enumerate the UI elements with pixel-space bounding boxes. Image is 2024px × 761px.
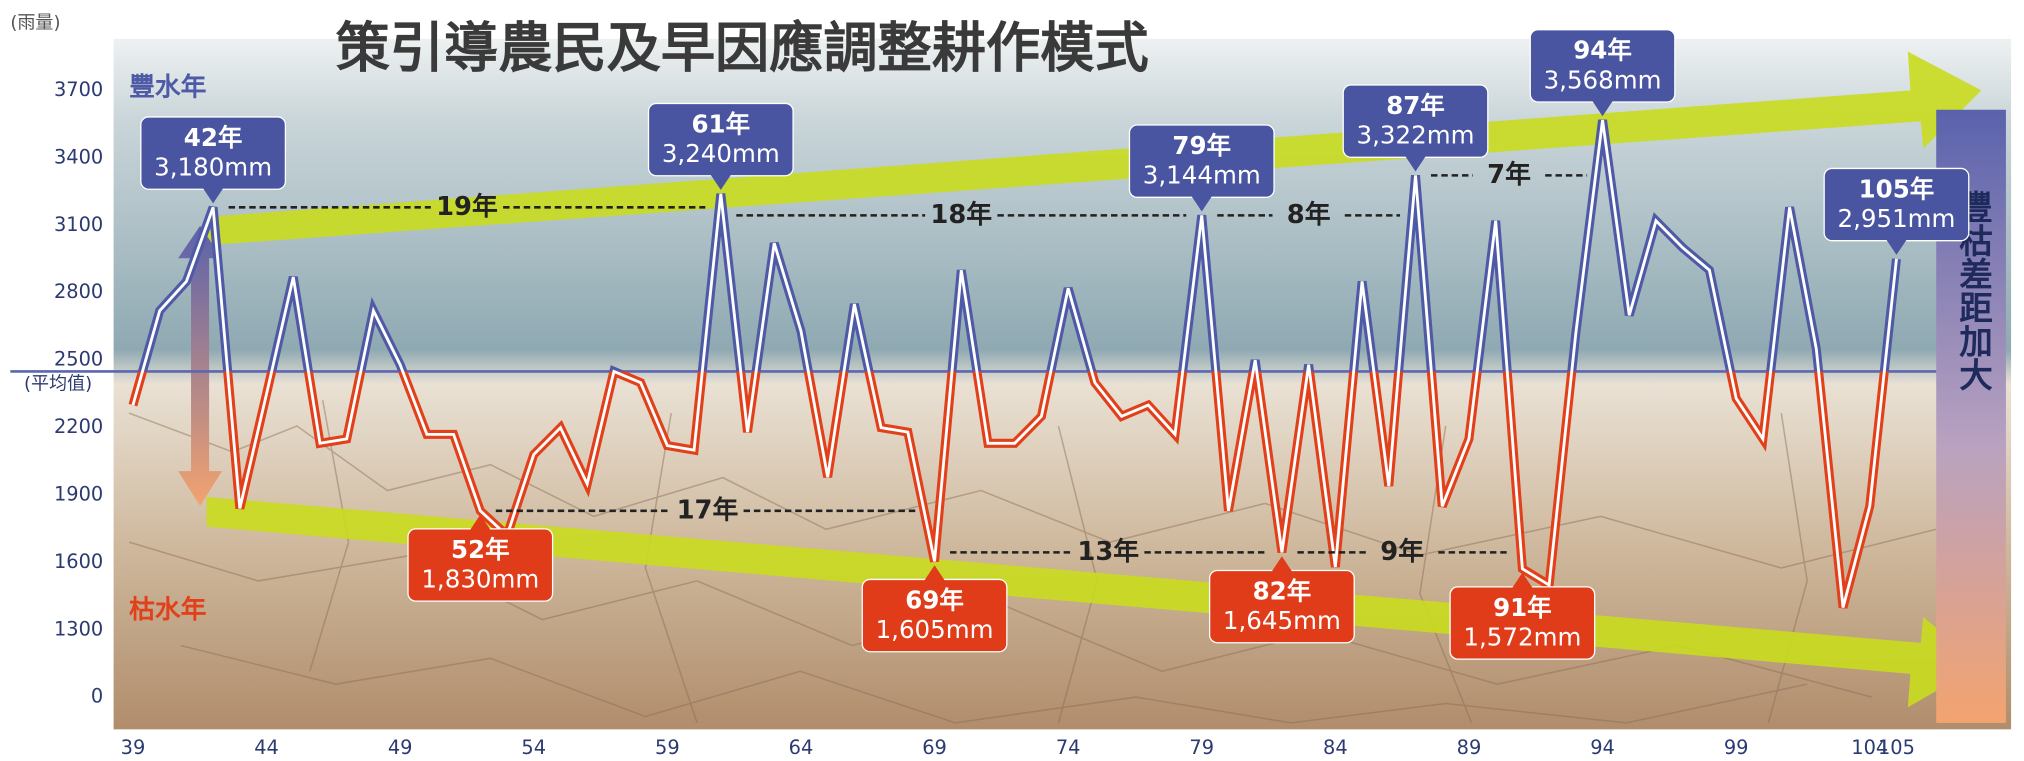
range-arrow (178, 225, 223, 507)
callout-year: 82年 (1253, 576, 1312, 605)
y-tick-label: 2800 (54, 280, 103, 303)
callout-value: 1,830mm (421, 565, 539, 594)
callout-pointer (710, 174, 732, 190)
interval-label: 18年 (930, 199, 992, 230)
callout-year: 94年 (1573, 36, 1632, 65)
y-tick-label: 0 (91, 685, 103, 708)
callout-pointer (1191, 196, 1213, 212)
y-axis-label: (雨量) (10, 12, 60, 33)
x-tick-label: 44 (254, 736, 279, 759)
callout-year: 61年 (691, 109, 750, 138)
interval-label: 8年 (1287, 199, 1331, 230)
high-label: 豐水年 (129, 71, 207, 102)
trend-arrow-up (206, 51, 1982, 246)
average-label: (平均值) (24, 373, 92, 394)
trend-arrow-down (206, 496, 1982, 708)
callout-year: 42年 (184, 123, 243, 152)
x-tick-label: 69 (922, 736, 947, 759)
x-tick-label: 64 (789, 736, 814, 759)
x-tick-label: 104 (1851, 736, 1888, 759)
callout-value: 1,645mm (1223, 606, 1341, 635)
x-tick-label: 54 (521, 736, 546, 759)
callout-pointer (469, 514, 491, 531)
callout-value: 2,951mm (1837, 204, 1955, 233)
callout-value: 3,180mm (154, 153, 272, 182)
rainfall-line-core (131, 119, 1898, 608)
callout-pointer (924, 565, 945, 581)
callout-pointer (1405, 156, 1426, 172)
callout-pointer (202, 187, 224, 204)
callout-value: 3,144mm (1143, 161, 1261, 190)
x-tick-label: 59 (655, 736, 680, 759)
interval-label: 17年 (677, 494, 739, 525)
y-tick-label: 1300 (54, 617, 103, 640)
y-tick-label: 2200 (54, 415, 103, 438)
callout-year: 69年 (905, 585, 964, 614)
callout-year: 52年 (451, 535, 510, 564)
y-tick-label: 3400 (54, 145, 103, 168)
callout-pointer (1592, 100, 1613, 117)
low-label: 枯水年 (129, 594, 207, 625)
y-tick-label: 1900 (54, 483, 103, 506)
callout-year: 79年 (1172, 131, 1231, 160)
y-tick-label: 1600 (54, 550, 103, 573)
callout-year: 87年 (1386, 91, 1445, 120)
x-tick-label: 105 (1878, 736, 1915, 759)
x-tick-label: 49 (388, 736, 413, 759)
x-tick-label: 84 (1323, 736, 1348, 759)
interval-label: 9年 (1380, 536, 1424, 567)
callout-value: 1,605mm (876, 615, 994, 644)
callout-value: 3,568mm (1544, 65, 1662, 94)
y-tick-label: 3100 (54, 213, 103, 236)
callout-pointer (1512, 572, 1533, 589)
callout-value: 3,322mm (1357, 121, 1475, 150)
x-tick-label: 39 (121, 736, 146, 759)
callout-value: 1,572mm (1463, 623, 1581, 652)
background (113, 38, 2012, 730)
x-tick-label: 79 (1189, 736, 1214, 759)
x-tick-label: 99 (1724, 736, 1749, 759)
callout-year: 91年 (1493, 593, 1552, 622)
x-tick-label: 74 (1056, 736, 1081, 759)
callout-value: 3,240mm (662, 139, 780, 168)
interval-label: 13年 (1077, 536, 1139, 567)
x-tick-label: 94 (1590, 736, 1615, 759)
callout-pointer (1271, 556, 1293, 572)
chart-title: 策引導農民及早因應調整耕作模式 (336, 16, 1149, 79)
callout-year: 105年 (1859, 174, 1935, 203)
interval-label: 19年 (436, 191, 498, 222)
y-tick-label: 3700 (54, 78, 103, 101)
callout-pointer (1886, 239, 1907, 255)
interval-label: 7年 (1487, 159, 1531, 190)
x-tick-label: 89 (1457, 736, 1482, 759)
y-tick-label: 2500 (54, 348, 103, 371)
